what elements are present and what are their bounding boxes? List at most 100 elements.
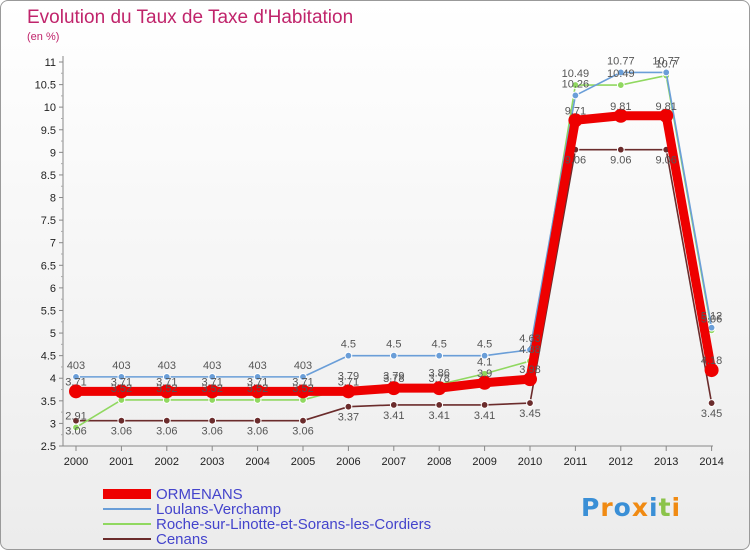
data-label: 9.06 [655, 155, 676, 167]
data-label: 3.52 [292, 383, 313, 395]
data-point [208, 372, 217, 381]
x-tick-label: 2000 [64, 456, 88, 468]
data-label: 3.86 [428, 368, 449, 380]
data-label: 9.81 [655, 101, 676, 113]
data-label: 3.06 [292, 426, 313, 438]
data-label: 3.06 [201, 426, 222, 438]
data-label: 3.37 [338, 412, 359, 424]
data-label: 2.91 [65, 410, 86, 422]
x-tick-label: 2010 [518, 456, 542, 468]
data-label: 10.26 [562, 78, 590, 90]
data-point [253, 372, 262, 381]
chart-title: Evolution du Taux de Taxe d'Habitation [27, 7, 354, 28]
data-point [704, 363, 719, 378]
y-tick-label: 3.5 [41, 396, 56, 408]
y-tick-label: 2.5 [41, 441, 56, 453]
data-label: 3.71 [111, 376, 132, 388]
data-point [707, 399, 716, 407]
data-label: 3.52 [111, 383, 132, 395]
data-label: 3.71 [292, 376, 313, 388]
x-tick-label: 2012 [609, 456, 633, 468]
data-label: 4.5 [386, 339, 401, 351]
data-label: 5.06 [701, 313, 722, 325]
logo-letter: x [631, 493, 649, 522]
y-tick-label: 3 [50, 418, 56, 430]
legend-label: Roche-sur-Linotte-et-Sorans-les-Cordiers [156, 516, 431, 533]
y-tick-label: 5.5 [41, 305, 56, 317]
data-point [571, 81, 580, 89]
data-label: 3.71 [65, 376, 86, 388]
data-label: 3.98 [519, 364, 540, 376]
data-point [616, 145, 625, 154]
x-tick-label: 2001 [109, 456, 133, 468]
data-label: 9.06 [610, 155, 631, 167]
data-label: 10.77 [607, 55, 635, 67]
data-label: 9.06 [565, 155, 586, 167]
data-point [296, 384, 310, 399]
data-label: 3.41 [383, 410, 404, 422]
data-point [299, 416, 307, 425]
legend-label: Cenans [156, 531, 208, 548]
x-tick-label: 2008 [427, 456, 451, 468]
data-label: 3.52 [247, 383, 268, 395]
data-label: 9.81 [610, 101, 631, 113]
data-point [523, 372, 537, 387]
data-label: 3.41 [428, 410, 449, 422]
data-label: 5.12 [701, 311, 722, 323]
data-point [613, 108, 628, 123]
logo-letter: i [649, 493, 659, 522]
data-point [616, 81, 625, 89]
data-point [477, 375, 492, 390]
data-point [72, 372, 80, 381]
legend-label: ORMENANS [156, 486, 243, 503]
data-label: 4.5 [432, 339, 447, 351]
data-label: 10.49 [607, 68, 635, 80]
data-point [389, 351, 398, 360]
x-tick-label: 2006 [336, 456, 360, 468]
y-tick-label: 5 [50, 328, 56, 340]
x-tick-label: 2014 [699, 456, 723, 468]
data-point [432, 381, 447, 396]
y-tick-label: 9.5 [41, 125, 56, 137]
data-point [386, 381, 401, 396]
data-point [341, 384, 356, 399]
data-label: 3.06 [111, 426, 132, 438]
data-label: 4.5 [341, 339, 356, 351]
y-tick-label: 4 [50, 373, 56, 385]
data-point [344, 402, 353, 411]
data-label: 10.77 [652, 55, 680, 67]
x-tick-label: 2005 [291, 456, 315, 468]
x-tick-label: 2007 [382, 456, 406, 468]
data-label: 3.06 [156, 426, 177, 438]
data-label: 403 [67, 360, 85, 372]
logo-letter: o [613, 493, 632, 522]
data-label: 3.9 [477, 368, 492, 380]
data-point [571, 91, 580, 100]
y-tick-label: 4.5 [41, 351, 56, 363]
data-label: 3.71 [338, 376, 359, 388]
data-label: 3.71 [201, 376, 222, 388]
data-label: 3.41 [474, 410, 495, 422]
chart-unit: (en %) [27, 31, 60, 43]
data-point [250, 384, 265, 399]
data-point [205, 384, 220, 399]
x-tick-label: 2011 [564, 456, 588, 468]
data-point [162, 372, 171, 381]
data-label: 4.63 [519, 333, 540, 345]
data-point [662, 68, 671, 77]
data-label: 3.78 [383, 373, 404, 385]
logo-letter: P [581, 493, 601, 522]
data-label: 3.52 [156, 383, 177, 395]
data-label: 10.7 [655, 59, 676, 71]
data-point [72, 423, 80, 432]
x-tick-label: 2002 [155, 456, 179, 468]
data-label: 4.38 [519, 344, 540, 356]
data-label: 3.78 [428, 373, 449, 385]
logo-letter: t [658, 493, 672, 522]
data-point [435, 400, 444, 409]
data-label: 3.71 [156, 376, 177, 388]
data-point [526, 399, 534, 407]
x-tick-label: 2013 [654, 456, 678, 468]
y-tick-label: 10 [44, 102, 56, 114]
data-label: 3.71 [247, 376, 268, 388]
